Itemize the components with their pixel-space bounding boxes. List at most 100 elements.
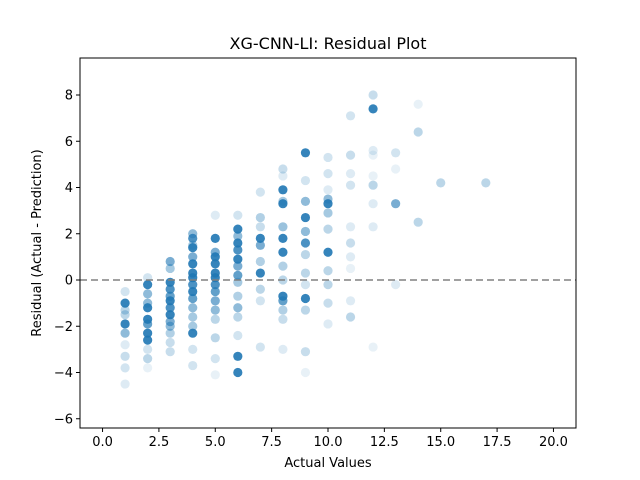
- data-point: [210, 286, 220, 297]
- data-point: [233, 254, 243, 264]
- data-point: [188, 233, 198, 243]
- data-point: [165, 303, 175, 313]
- data-point: [368, 90, 378, 100]
- data-point: [391, 280, 401, 290]
- data-point: [165, 328, 175, 338]
- data-point: [300, 226, 311, 237]
- data-point: [210, 314, 220, 324]
- data-point: [233, 238, 243, 248]
- x-tick-label: 12.5: [370, 435, 399, 450]
- data-point: [120, 351, 130, 361]
- data-point: [368, 199, 378, 209]
- data-point: [188, 243, 198, 253]
- y-tick-label: 4: [65, 181, 73, 196]
- data-point: [143, 298, 153, 308]
- data-point: [278, 296, 288, 306]
- x-tick-label: 10.0: [314, 435, 343, 450]
- data-point: [368, 150, 378, 160]
- data-point: [368, 104, 378, 114]
- data-point: [143, 335, 153, 345]
- data-point: [143, 289, 153, 299]
- data-point: [345, 263, 356, 274]
- x-tick-label: 17.5: [483, 435, 512, 450]
- data-point: [323, 266, 333, 276]
- data-point: [165, 263, 175, 274]
- data-point: [278, 344, 288, 354]
- data-point: [210, 259, 220, 269]
- y-tick-label: −6: [54, 412, 73, 427]
- data-point: [413, 99, 423, 109]
- x-axis-ticks: 0.0 2.5 5.0 7.5 10.0 12.5 15.0 17.5 20.0: [92, 428, 568, 450]
- data-point: [165, 337, 175, 348]
- data-point: [278, 247, 288, 257]
- data-point: [300, 280, 311, 290]
- data-point: [278, 199, 288, 209]
- data-point: [210, 233, 220, 243]
- data-point: [210, 280, 220, 290]
- data-point: [233, 351, 243, 361]
- data-point: [413, 217, 423, 227]
- data-point: [300, 238, 311, 248]
- x-tick-label: 5.0: [205, 435, 226, 450]
- data-point: [278, 171, 288, 181]
- data-point: [188, 252, 198, 262]
- data-point: [120, 319, 130, 329]
- data-point: [278, 314, 288, 324]
- data-point: [368, 145, 378, 156]
- data-point: [188, 360, 198, 371]
- data-point: [345, 296, 356, 306]
- data-point: [210, 333, 220, 343]
- data-point: [165, 321, 175, 331]
- data-point: [300, 367, 311, 378]
- data-point: [278, 261, 288, 271]
- data-point: [143, 328, 153, 338]
- data-point: [188, 321, 198, 331]
- data-point: [323, 319, 333, 329]
- x-tick-label: 2.5: [149, 435, 170, 450]
- data-point: [300, 148, 311, 158]
- data-point: [188, 328, 198, 338]
- y-axis-ticks: −6 −4 −2 0 2 4 6 8: [54, 89, 80, 427]
- data-point: [300, 175, 311, 186]
- data-point: [120, 379, 130, 389]
- data-point: [323, 169, 333, 179]
- data-point: [210, 252, 220, 262]
- data-point: [165, 296, 175, 306]
- data-point: [143, 363, 153, 373]
- data-point: [143, 354, 153, 364]
- data-point: [436, 178, 446, 188]
- data-point: [391, 164, 401, 174]
- data-point: [233, 270, 243, 280]
- x-tick-label: 15.0: [426, 435, 455, 450]
- x-tick-label: 0.0: [92, 435, 113, 450]
- data-point: [165, 310, 175, 320]
- data-point: [323, 152, 333, 163]
- data-point: [188, 286, 198, 297]
- data-point: [255, 296, 265, 306]
- data-point: [255, 233, 265, 243]
- data-point: [233, 291, 243, 301]
- data-point: [345, 222, 356, 232]
- data-point: [120, 305, 130, 315]
- y-tick-label: 2: [65, 227, 73, 242]
- data-point: [300, 196, 311, 206]
- data-point: [120, 363, 130, 373]
- data-point: [233, 210, 243, 220]
- data-point: [165, 256, 175, 267]
- data-point: [278, 233, 288, 243]
- data-point: [345, 312, 356, 322]
- data-point: [233, 224, 243, 234]
- data-point: [120, 340, 130, 350]
- data-point: [368, 222, 378, 232]
- y-tick-label: 8: [65, 89, 73, 104]
- data-point: [300, 347, 311, 357]
- data-point: [233, 303, 243, 313]
- data-point: [143, 344, 153, 354]
- data-point: [210, 370, 220, 380]
- y-tick-label: 6: [65, 135, 73, 150]
- data-point: [255, 240, 265, 250]
- data-point: [391, 148, 401, 158]
- data-point: [255, 212, 265, 223]
- data-point: [120, 310, 130, 320]
- data-point: [345, 180, 356, 190]
